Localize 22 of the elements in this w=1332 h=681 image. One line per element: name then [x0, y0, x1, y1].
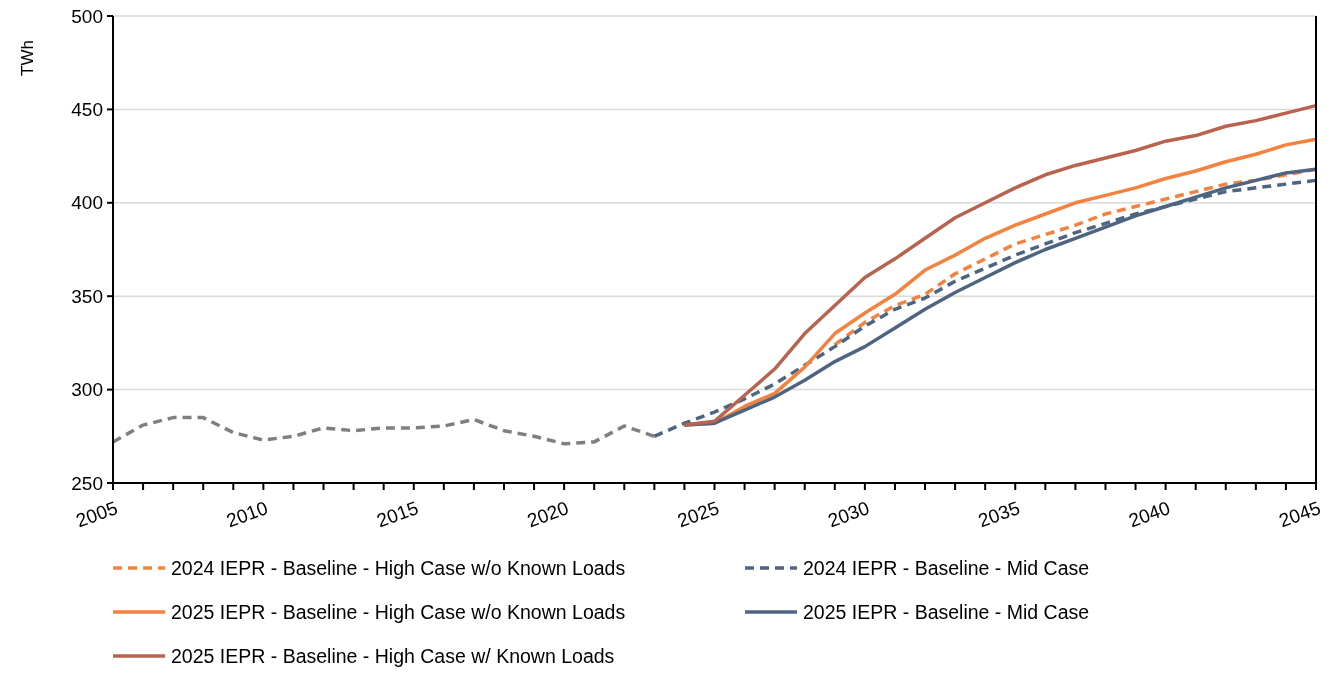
y-tick-label: 250 — [71, 472, 103, 494]
legend-label: 2025 IEPR - Baseline - High Case w/ Known Loads — [171, 644, 615, 667]
x-tick-label: 2030 — [825, 497, 873, 532]
x-tick-label: 2045 — [1276, 497, 1324, 532]
y-tick-label: 500 — [71, 5, 103, 27]
y-tick-label: 350 — [71, 285, 103, 307]
x-tick-label: 2035 — [975, 497, 1023, 532]
x-tick-label: 2010 — [223, 497, 271, 532]
y-axis-title: TWh — [18, 40, 37, 76]
x-tick-label: 2020 — [524, 497, 572, 532]
legend-label: 2024 IEPR - Baseline - Mid Case — [803, 556, 1090, 579]
x-tick-label: 2040 — [1125, 497, 1173, 532]
x-tick-label: 2025 — [674, 497, 722, 532]
legend-label: 2025 IEPR - Baseline - High Case w/o Known Loads — [171, 600, 626, 623]
y-tick-label: 400 — [71, 192, 103, 214]
legend-label: 2024 IEPR - Baseline - High Case w/o Known Loads — [171, 556, 626, 579]
x-tick-label: 2015 — [374, 497, 421, 532]
line-series — [111, 415, 657, 446]
y-tick-label: 300 — [71, 379, 103, 401]
legend-label: 2025 IEPR - Baseline - Mid Case — [803, 600, 1090, 623]
y-tick-label: 450 — [71, 99, 103, 121]
x-tick-label: 2005 — [73, 497, 121, 532]
